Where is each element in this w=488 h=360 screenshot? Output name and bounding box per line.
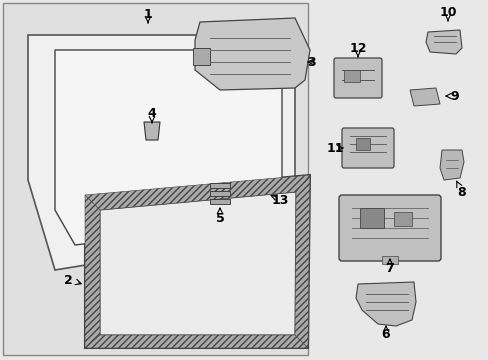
Bar [343,70,359,82]
Bar [209,191,229,196]
Bar [209,183,229,188]
Polygon shape [85,175,309,210]
Polygon shape [85,195,100,348]
Text: 9: 9 [450,90,458,103]
Polygon shape [85,175,309,348]
Polygon shape [195,18,309,90]
Bar [381,256,397,264]
Polygon shape [294,175,309,348]
Polygon shape [55,50,282,245]
Polygon shape [409,88,439,106]
Bar [209,199,229,204]
Polygon shape [85,335,307,348]
Text: 1: 1 [143,8,152,21]
Polygon shape [193,48,209,65]
Text: 3: 3 [307,55,316,68]
Polygon shape [143,122,160,140]
Polygon shape [439,150,463,180]
Text: 2: 2 [63,274,72,287]
Text: 6: 6 [381,328,389,342]
Bar [3,3,307,355]
FancyBboxPatch shape [341,128,393,168]
FancyBboxPatch shape [333,58,381,98]
Text: 8: 8 [457,185,466,198]
Text: 5: 5 [215,212,224,225]
Bar [393,212,411,226]
Text: 10: 10 [438,5,456,18]
Text: 4: 4 [147,107,156,120]
Bar [355,138,369,150]
Text: 12: 12 [348,41,366,54]
Text: 13: 13 [271,194,288,207]
Text: 7: 7 [385,261,393,274]
Polygon shape [425,30,461,54]
FancyBboxPatch shape [338,195,440,261]
Polygon shape [28,35,294,270]
Polygon shape [100,192,295,335]
Bar [359,208,383,228]
Text: 11: 11 [325,141,343,154]
Polygon shape [355,282,415,326]
